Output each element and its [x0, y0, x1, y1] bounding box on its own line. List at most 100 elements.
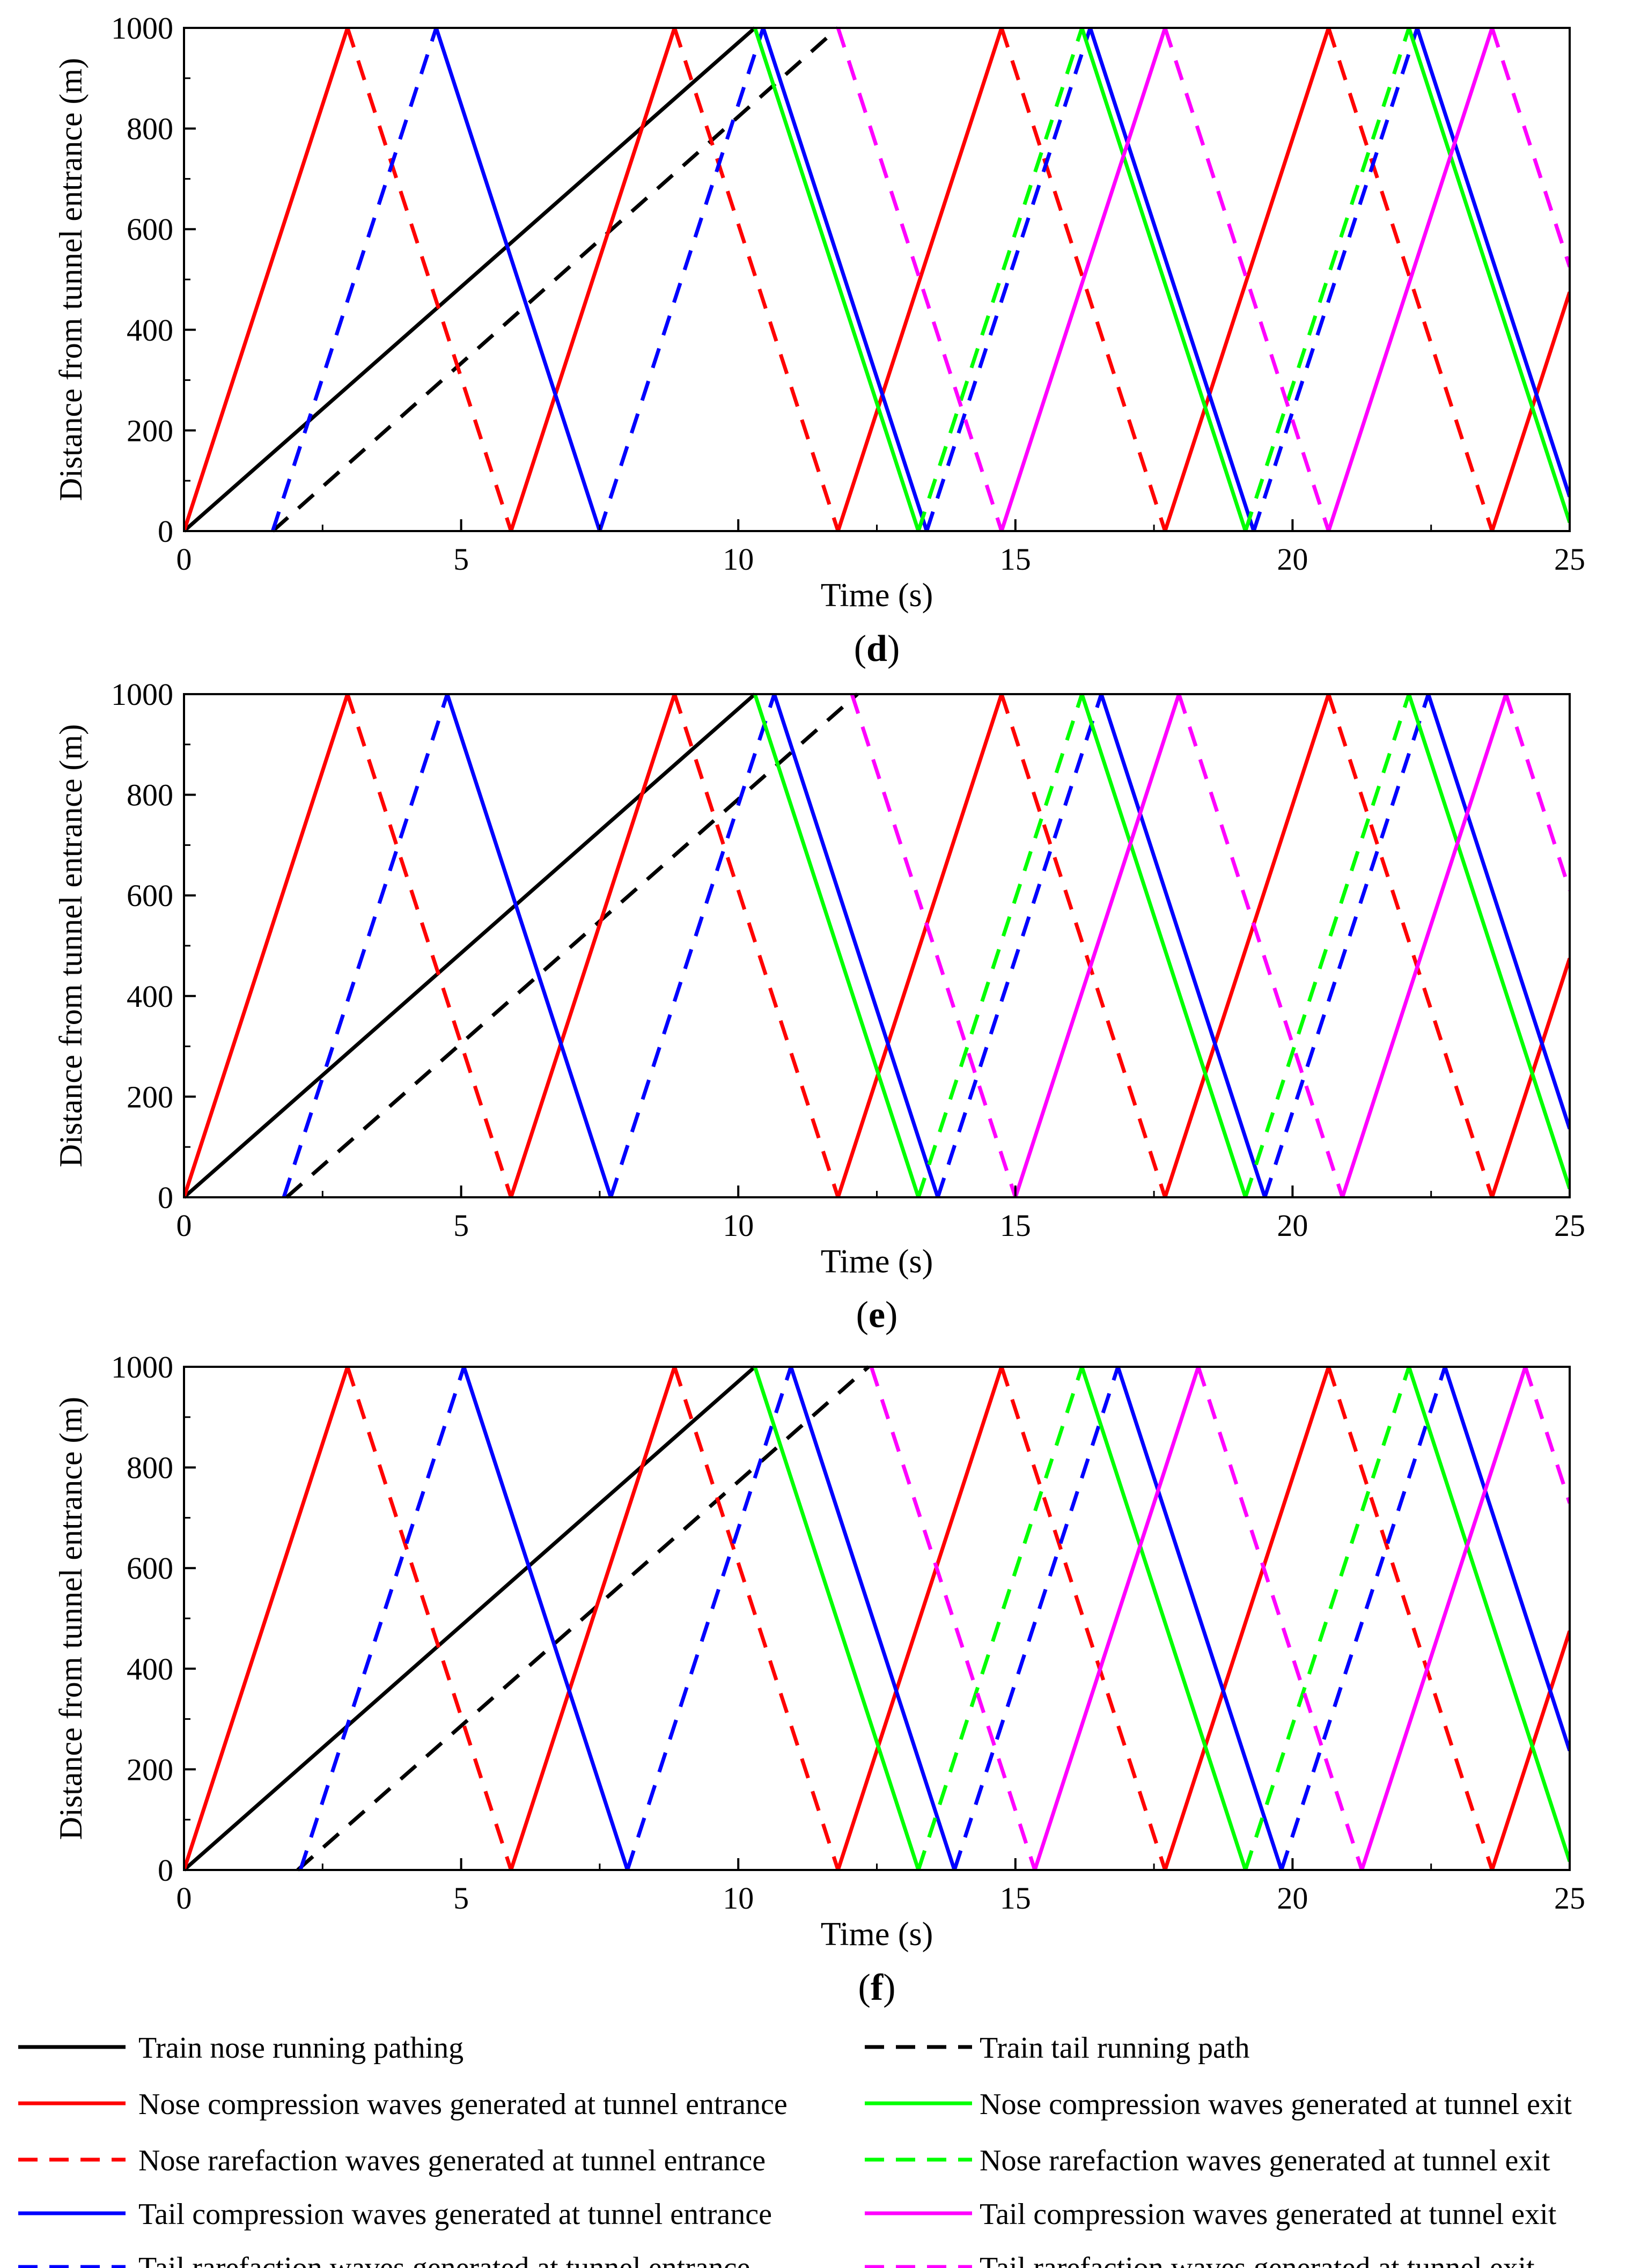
series-tcw_exit-segment-0: [1013, 693, 1181, 1198]
series-nrw_entrance-segment-3: [1327, 27, 1494, 532]
series-tcw_entrance-segment-1: [789, 1366, 957, 1871]
series-ncw_entrance-segment-2: [836, 27, 1004, 532]
series-trw_exit-segment-2: [1524, 1366, 1570, 1504]
y-tick-label: 1000: [111, 11, 173, 46]
series-tcw_entrance-segment-1: [761, 27, 929, 532]
series-trw_entrance-segment-2: [925, 27, 1092, 532]
y-axis-label: Distance from tunnel entrance (m): [53, 1397, 89, 1840]
series-nrw_entrance-segment-3: [1327, 1366, 1494, 1871]
series-nrw_entrance-segment-2: [999, 693, 1167, 1198]
series-tail_path-segment-0: [296, 1365, 870, 1872]
panel-label: (e): [856, 1294, 898, 1336]
series-tail_path-segment-0: [271, 26, 840, 533]
series-nose_path-segment-0: [184, 1365, 756, 1872]
series-trw_exit-segment-0: [836, 27, 1004, 532]
series-tcw_entrance-segment-0: [445, 693, 613, 1198]
x-tick-label: 20: [1277, 1881, 1308, 1916]
series-nose_path-segment-0: [184, 693, 756, 1199]
series-group: [184, 693, 1570, 1199]
legend-label: Nose compression waves generated at tunn…: [138, 2088, 788, 2121]
series-ncw_exit-segment-1: [1080, 27, 1247, 532]
series-tcw_entrance-segment-3: [1415, 27, 1570, 498]
x-axis-label: Time (s): [821, 1916, 933, 1953]
series-ncw_entrance-segment-4: [1490, 291, 1570, 532]
series-trw_entrance-segment-1: [626, 1366, 793, 1871]
series-trw_exit-segment-1: [1163, 27, 1330, 532]
x-tick-label: 25: [1554, 1208, 1585, 1243]
series-trw_exit-segment-2: [1504, 693, 1570, 891]
series-ncw_entrance-segment-1: [509, 27, 676, 532]
legend-label: Nose rarefaction waves generated at tunn…: [980, 2144, 1550, 2177]
series-ncw_exit-segment-0: [753, 27, 921, 532]
series-nrw_entrance-segment-0: [345, 693, 513, 1198]
series-nose_path-segment-0: [184, 26, 756, 533]
y-tick-label: 400: [127, 313, 173, 348]
y-tick-label: 400: [127, 1652, 173, 1687]
series-nrw_entrance-segment-0: [345, 1366, 513, 1871]
y-tick-label: 400: [127, 979, 173, 1014]
series-ncw_entrance-segment-1: [509, 693, 676, 1198]
series-ncw_exit-segment-1: [1080, 1366, 1247, 1871]
x-tick-label: 5: [453, 542, 469, 577]
series-trw_exit-segment-1: [1177, 693, 1344, 1198]
x-tick-label: 10: [723, 1208, 754, 1243]
y-tick-label: 0: [158, 514, 173, 549]
y-tick-label: 0: [158, 1180, 173, 1215]
y-tick-label: 200: [127, 1752, 173, 1787]
y-tick-label: 0: [158, 1853, 173, 1888]
series-trw_entrance-segment-1: [609, 693, 776, 1198]
chart-panel-d: 0 5 10 15 20 25 0 200 400 600 800 1000 Time (s) Dista…: [53, 11, 1585, 669]
series-trw_entrance-segment-0: [270, 27, 438, 532]
x-tick-label: 10: [723, 542, 754, 577]
x-tick-label: 15: [1000, 542, 1031, 577]
series-ncw_entrance-segment-4: [1490, 1630, 1570, 1871]
series-trw_entrance-segment-0: [282, 693, 450, 1198]
legend-label: Train nose running pathing: [138, 2031, 463, 2065]
y-tick-label: 600: [127, 212, 173, 247]
series-tcw_exit-segment-1: [1327, 27, 1494, 532]
y-tick-label: 1000: [111, 677, 173, 712]
series-ncw_entrance-segment-0: [184, 693, 350, 1198]
chart-panel-e: 0 5 10 15 20 25 0 200 400 600 800 1000 Time (s) Dista…: [53, 677, 1585, 1336]
x-tick-label: 5: [453, 1208, 469, 1243]
series-tcw_entrance-segment-2: [1099, 693, 1267, 1198]
series-tcw_entrance-segment-1: [772, 693, 940, 1198]
series-ncw_entrance-segment-3: [1163, 27, 1330, 532]
series-trw_entrance-segment-3: [1252, 27, 1419, 532]
x-tick-label: 25: [1554, 542, 1585, 577]
series-tcw_exit-segment-0: [1033, 1366, 1201, 1871]
x-tick-label: 20: [1277, 1208, 1308, 1243]
y-tick-label: 200: [127, 413, 173, 448]
legend-item-tcw_exit: Tail compression waves generated at tunn…: [865, 2198, 1557, 2231]
series-nrw_entrance-segment-2: [999, 1366, 1167, 1871]
plot-frame: [183, 27, 1571, 532]
series-ncw_exit-segment-0: [753, 693, 921, 1198]
legend-label: Tail rarefaction waves generated at tunn…: [138, 2251, 750, 2268]
series-tcw_entrance-segment-2: [1088, 27, 1256, 532]
legend-item-tail_path: Train tail running path: [865, 2031, 1249, 2065]
x-tick-label: 20: [1277, 542, 1308, 577]
series-tcw_exit-segment-0: [999, 27, 1167, 532]
series-nrw_exit-segment-1: [1244, 693, 1411, 1198]
series-trw_exit-segment-1: [1196, 1366, 1364, 1871]
legend-item-trw_exit: Tail rarefaction waves generated at tunn…: [865, 2251, 1535, 2268]
x-tick-label: 0: [176, 1208, 192, 1243]
legend-item-nrw_exit: Nose rarefaction waves generated at tunn…: [865, 2144, 1550, 2177]
series-trw_entrance-segment-1: [598, 27, 766, 532]
y-tick-label: 800: [127, 1450, 173, 1485]
series-tcw_entrance-segment-0: [462, 1366, 629, 1871]
series-tcw_entrance-segment-0: [434, 27, 602, 532]
series-nrw_entrance-segment-2: [999, 27, 1167, 532]
series-ncw_exit-segment-2: [1407, 27, 1570, 524]
legend: Train nose running pathing Train tail run…: [18, 2031, 1572, 2268]
series-tcw_entrance-segment-3: [1443, 1366, 1570, 1751]
series-nrw_exit-segment-1: [1244, 1366, 1411, 1871]
series-nrw_entrance-segment-1: [673, 1366, 840, 1871]
y-axis-label: Distance from tunnel entrance (m): [53, 58, 89, 501]
series-ncw_entrance-segment-3: [1163, 1366, 1330, 1871]
legend-item-ncw_entrance: Nose compression waves generated at tunn…: [18, 2088, 788, 2121]
series-trw_exit-segment-2: [1490, 27, 1570, 268]
y-tick-label: 1000: [111, 1350, 173, 1385]
series-trw_entrance-segment-0: [298, 1366, 466, 1871]
